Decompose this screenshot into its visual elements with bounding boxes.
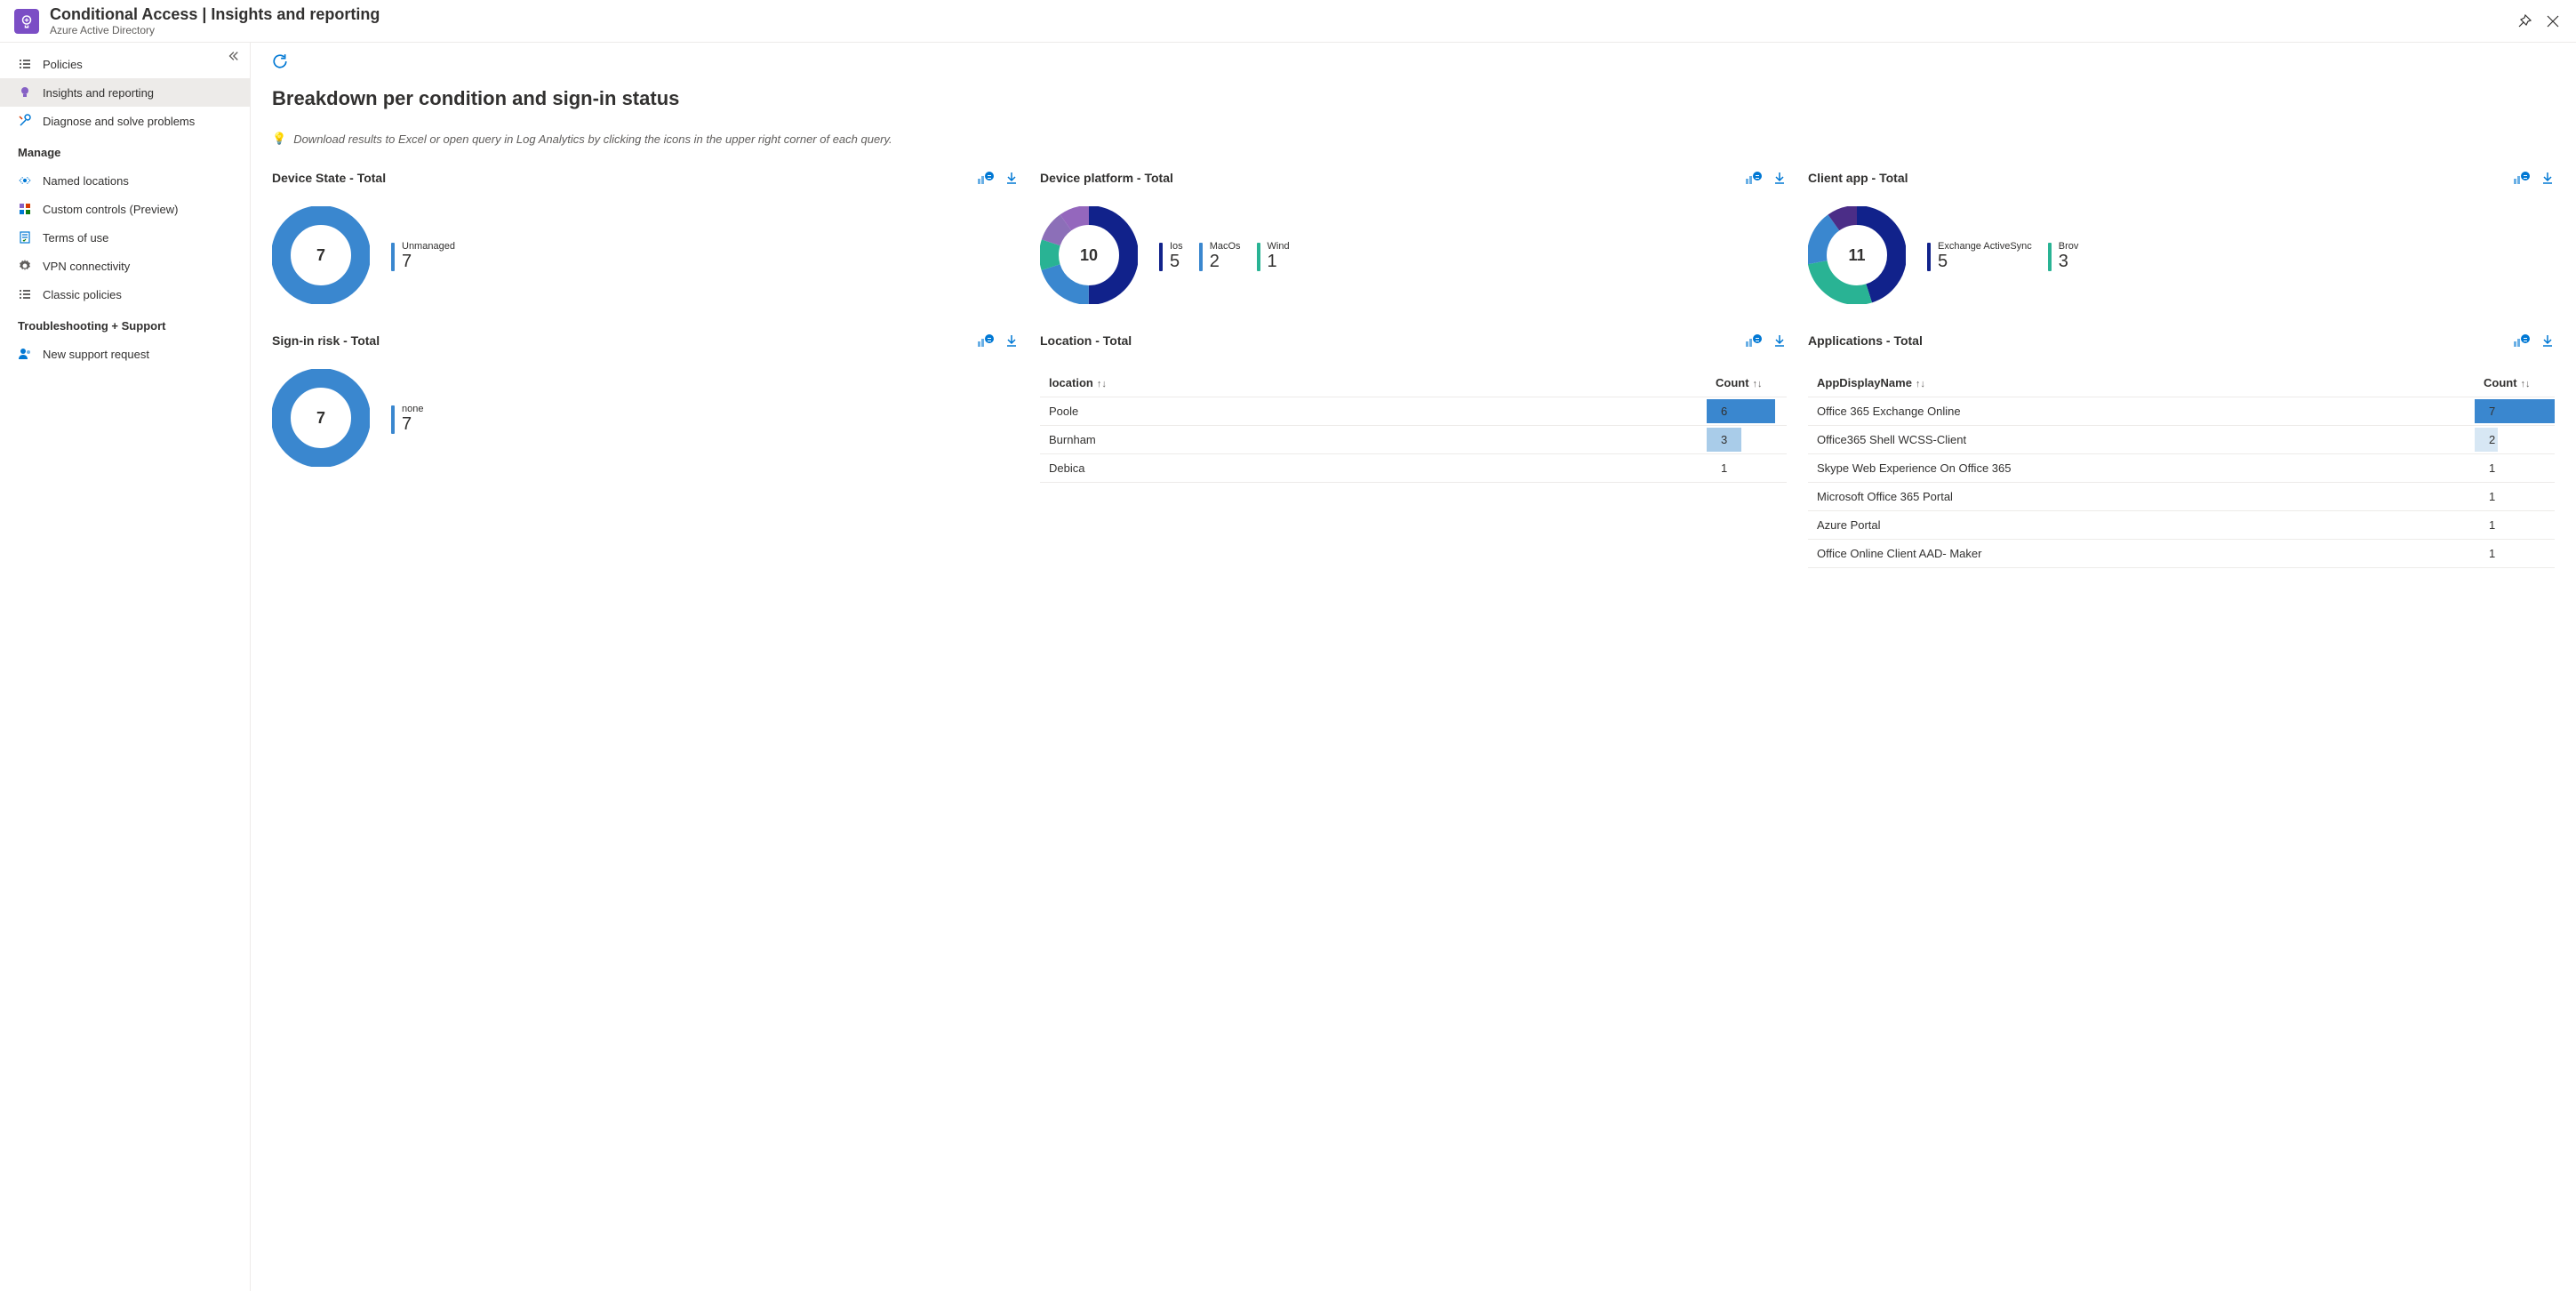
sidebar-item-custom-controls-preview-[interactable]: Custom controls (Preview) xyxy=(0,195,250,223)
download-excel-button[interactable] xyxy=(2540,333,2555,348)
sidebar-item-policies[interactable]: Policies xyxy=(0,50,250,78)
refresh-button[interactable] xyxy=(272,53,288,69)
legend-item: Wind1 xyxy=(1257,241,1290,272)
card-title: Applications - Total xyxy=(1808,333,1923,348)
page-subtitle: Azure Active Directory xyxy=(50,24,2516,36)
legend-color-bar xyxy=(1257,243,1260,271)
table-row[interactable]: Office365 Shell WCSS-Client 2 xyxy=(1808,426,2555,454)
sort-icon: ↑↓ xyxy=(2521,379,2531,389)
sidebar-section-manage: Manage xyxy=(0,135,250,166)
page-title: Conditional Access | Insights and report… xyxy=(50,5,2516,24)
open-log-analytics-button[interactable] xyxy=(978,334,994,347)
sidebar-item-named-locations[interactable]: Named locations xyxy=(0,166,250,195)
donut-chart: 10 xyxy=(1040,206,1138,307)
legend-item: Unmanaged7 xyxy=(391,241,455,272)
legend-item: Ios5 xyxy=(1159,241,1183,272)
sidebar-section-troubleshooting-support: Troubleshooting + Support xyxy=(0,309,250,340)
svg-text:7: 7 xyxy=(316,409,325,427)
sidebar-item-diagnose-and-solve-problems[interactable]: Diagnose and solve problems xyxy=(0,107,250,135)
legend-color-bar xyxy=(1199,243,1203,271)
legend-item: none7 xyxy=(391,404,423,435)
legend-item: Brov3 xyxy=(2048,241,2079,272)
table-row[interactable]: Office 365 Exchange Online 7 xyxy=(1808,397,2555,426)
column-header[interactable]: Count↑↓ xyxy=(1707,369,1787,397)
card-client_app: Client app - Total 11 Exchange ActiveSyn… xyxy=(1808,171,2555,307)
column-header[interactable]: Count↑↓ xyxy=(2475,369,2555,397)
wrench-icon xyxy=(18,114,32,128)
download-excel-button[interactable] xyxy=(1004,333,1019,348)
sidebar-item-insights-and-reporting[interactable]: Insights and reporting xyxy=(0,78,250,107)
card-location: Location - Total location↑↓ Count↑↓ Pool… xyxy=(1040,333,1787,568)
legend-item: MacOs2 xyxy=(1199,241,1241,272)
card-title: Device State - Total xyxy=(272,171,386,185)
legend-color-bar xyxy=(391,243,395,271)
header-app-icon xyxy=(14,9,39,34)
hint-text: 💡 Download results to Excel or open quer… xyxy=(272,132,2555,146)
table-row[interactable]: Burnham 3 xyxy=(1040,426,1787,454)
section-heading: Breakdown per condition and sign-in stat… xyxy=(272,87,2555,110)
table-row[interactable]: Office Online Client AAD- Maker 1 xyxy=(1808,540,2555,568)
sort-icon: ↑↓ xyxy=(1097,379,1107,389)
column-header[interactable]: AppDisplayName↑↓ xyxy=(1808,369,2475,397)
gear-icon xyxy=(18,259,32,273)
legend-color-bar xyxy=(2048,243,2052,271)
card-title: Location - Total xyxy=(1040,333,1132,348)
card-title: Device platform - Total xyxy=(1040,171,1173,185)
controls-icon xyxy=(18,202,32,216)
card-applications: Applications - Total AppDisplayName↑↓ Co… xyxy=(1808,333,2555,568)
sidebar-item-classic-policies[interactable]: Classic policies xyxy=(0,280,250,309)
close-button[interactable] xyxy=(2544,12,2562,30)
table-row[interactable]: Microsoft Office 365 Portal 1 xyxy=(1808,483,2555,511)
pin-button[interactable] xyxy=(2516,12,2533,30)
card-device_state: Device State - Total 7 Unmanaged7 xyxy=(272,171,1019,307)
svg-text:7: 7 xyxy=(316,246,325,264)
card-signin_risk: Sign-in risk - Total 7 none7 xyxy=(272,333,1019,568)
open-log-analytics-button[interactable] xyxy=(978,172,994,184)
legend-color-bar xyxy=(1159,243,1163,271)
table-row[interactable]: Debica 1 xyxy=(1040,454,1787,483)
data-table: AppDisplayName↑↓ Count↑↓ Office 365 Exch… xyxy=(1808,369,2555,568)
terms-icon xyxy=(18,230,32,245)
download-excel-button[interactable] xyxy=(1004,171,1019,185)
bulb-icon xyxy=(18,85,32,100)
sort-icon: ↑↓ xyxy=(1753,379,1763,389)
list-icon xyxy=(18,287,32,301)
bulb-icon: 💡 xyxy=(272,132,286,146)
card-title: Sign-in risk - Total xyxy=(272,333,380,348)
location-icon xyxy=(18,173,32,188)
donut-chart: 7 xyxy=(272,369,370,469)
donut-chart: 11 xyxy=(1808,206,1906,307)
open-log-analytics-button[interactable] xyxy=(2514,334,2530,347)
collapse-sidebar-button[interactable] xyxy=(227,50,239,65)
donut-chart: 7 xyxy=(272,206,370,307)
main-content: Breakdown per condition and sign-in stat… xyxy=(251,43,2576,1291)
data-table: location↑↓ Count↑↓ Poole 6 Burnham 3 Deb… xyxy=(1040,369,1787,483)
table-row[interactable]: Azure Portal 1 xyxy=(1808,511,2555,540)
sidebar-item-vpn-connectivity[interactable]: VPN connectivity xyxy=(0,252,250,280)
card-device_platform: Device platform - Total 10 Ios5 MacOs2 W… xyxy=(1040,171,1787,307)
open-log-analytics-button[interactable] xyxy=(1746,334,1762,347)
download-excel-button[interactable] xyxy=(1772,171,1787,185)
support-icon xyxy=(18,347,32,361)
sidebar-item-terms-of-use[interactable]: Terms of use xyxy=(0,223,250,252)
column-header[interactable]: location↑↓ xyxy=(1040,369,1707,397)
legend-item: Exchange ActiveSync5 xyxy=(1927,241,2032,272)
sort-icon: ↑↓ xyxy=(1916,379,1925,389)
download-excel-button[interactable] xyxy=(1772,333,1787,348)
list-icon xyxy=(18,57,32,71)
page-header: Conditional Access | Insights and report… xyxy=(0,0,2576,43)
open-log-analytics-button[interactable] xyxy=(2514,172,2530,184)
svg-text:10: 10 xyxy=(1080,246,1098,264)
sidebar: PoliciesInsights and reportingDiagnose a… xyxy=(0,43,251,1291)
download-excel-button[interactable] xyxy=(2540,171,2555,185)
legend-color-bar xyxy=(391,405,395,434)
card-title: Client app - Total xyxy=(1808,171,1908,185)
svg-text:11: 11 xyxy=(1848,246,1865,264)
sidebar-item-new-support-request[interactable]: New support request xyxy=(0,340,250,368)
open-log-analytics-button[interactable] xyxy=(1746,172,1762,184)
table-row[interactable]: Poole 6 xyxy=(1040,397,1787,426)
table-row[interactable]: Skype Web Experience On Office 365 1 xyxy=(1808,454,2555,483)
legend-color-bar xyxy=(1927,243,1931,271)
